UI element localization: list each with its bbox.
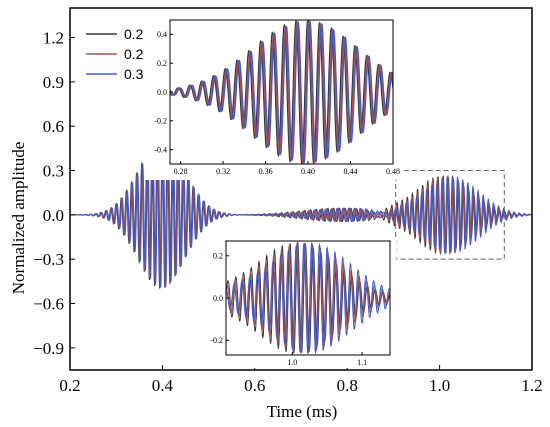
main-x-tick-label: 0.8: [337, 376, 358, 395]
x-axis-title: Time (ms): [267, 402, 338, 421]
inset-bottom-x-tick-label: 1.1: [357, 358, 367, 367]
inset-top-series-line-0-25: [170, 20, 393, 164]
main-x-tick-label: 1.2: [521, 376, 542, 395]
main-y-tick-label: 0.9: [43, 73, 64, 92]
main-y-tick-label: 1.2: [43, 29, 64, 48]
inset-top-ticks: 0.28 0.32 0.36 0.40 0.44 0.48 -0.4 -0.2 0.0 0.2 0.…: [154, 30, 400, 176]
inset-bottom-x-tick-label: 1.0: [287, 358, 297, 367]
main-y-tick-label: −0.3: [33, 250, 64, 269]
main-axis-ticks: 0.2 0.4 0.6 0.8 1.0 1.2 −0.9 −0.6 −0.3 0.0 0.3 0.6 0…: [33, 29, 542, 395]
main-x-tick-label: 0.6: [244, 376, 265, 395]
inset-top-series-group: [170, 20, 393, 164]
main-plot-frame: [69, 7, 533, 371]
inset-top-y-tick-label: 0.4: [157, 30, 167, 39]
inset-bottom-series-line-0-2: [226, 241, 390, 354]
inset-top-x-tick-label: 0.36: [259, 167, 273, 176]
inset-top-x-tick-label: 0.28: [174, 167, 188, 176]
main-plot: 0.2 0.4 0.6 0.8 1.0 1.2 −0.9 −0.6 −0.3 0.0 0.3 0.6 0…: [9, 7, 543, 421]
inset-top-series-line-0-3: [170, 20, 393, 164]
main-x-tick-label: 0.4: [152, 376, 174, 395]
highlight-box: [395, 170, 505, 260]
main-x-tick-label: 0.2: [59, 376, 80, 395]
inset-bottom: 1.0 1.1 -0.2 0.0 0.2: [204, 238, 396, 368]
main-y-tick-label: 0.0: [43, 206, 64, 225]
inset-bottom-ticks: 1.0 1.1 -0.2 0.0 0.2: [210, 252, 367, 367]
y-axis-title: Normalized amplitude: [9, 142, 28, 294]
inset-top-x-tick-label: 0.48: [386, 167, 400, 176]
legend-label-0-2: 0.2: [124, 26, 144, 42]
inset-top-y-tick-label: -0.2: [154, 117, 167, 126]
inset-top-x-tick-label: 0.32: [216, 167, 230, 176]
inset-top-x-tick-label: 0.44: [344, 167, 358, 176]
main-x-tick-label: 1.0: [429, 376, 450, 395]
main-y-tick-label: 0.3: [43, 161, 64, 180]
legend: 0.2 0.25 0.3: [86, 26, 151, 82]
inset-top: 0.28 0.32 0.36 0.40 0.44 0.48 -0.4 -0.2 0.0 0.2 0.…: [144, 16, 401, 180]
legend-label-0-3: 0.3: [124, 66, 144, 82]
inset-bottom-y-tick-label: 0.2: [213, 252, 223, 261]
inset-bottom-series-line-0-3: [226, 241, 390, 355]
inset-bottom-series-group: [226, 241, 390, 355]
inset-top-y-tick-label: 0.0: [157, 88, 167, 97]
inset-top-y-tick-label: -0.4: [154, 145, 167, 154]
inset-top-y-tick-label: 0.2: [157, 59, 167, 68]
main-y-tick-label: 0.6: [43, 117, 64, 136]
main-y-tick-label: −0.6: [33, 294, 64, 313]
inset-bottom-y-tick-label: -0.2: [210, 336, 223, 345]
inset-top-x-tick-label: 0.40: [301, 167, 315, 176]
main-y-tick-label: −0.9: [33, 339, 64, 358]
inset-bottom-y-tick-label: 0.0: [213, 294, 223, 303]
main-series-line-0-3: [70, 142, 532, 288]
